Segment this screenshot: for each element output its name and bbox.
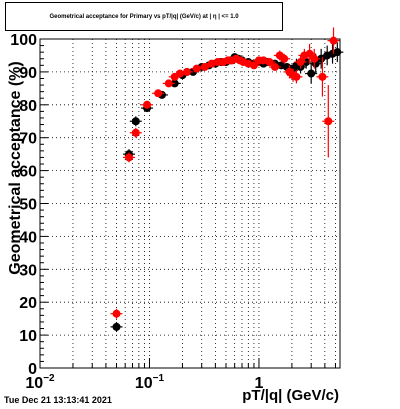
data-point: [124, 153, 133, 162]
data-point: [112, 309, 121, 318]
x-tick-label: 1: [254, 375, 263, 392]
y-tick-label: 0: [28, 361, 37, 378]
axis-ticks: [39, 38, 336, 369]
data-point: [307, 69, 316, 78]
title-box: Geometrical acceptance for Primary vs pT…: [5, 2, 283, 31]
tick-labels: 0 10 20 30 40 50 60 70 80 90 100 10−2 10−1 1: [10, 32, 263, 392]
data-point: [200, 62, 209, 71]
data-point: [292, 72, 301, 81]
data-point: [265, 58, 274, 67]
y-tick-label: 10: [19, 328, 37, 345]
x-tick-label: 10−2: [25, 373, 55, 392]
data-point: [329, 36, 338, 45]
data-point: [192, 64, 201, 73]
x-tick-label: 10−1: [135, 373, 165, 392]
data-point: [310, 54, 319, 63]
y-tick-label: 30: [19, 262, 37, 279]
y-tick-label: 70: [19, 131, 37, 148]
data-point: [324, 117, 333, 126]
data-point: [131, 128, 140, 137]
data-point: [249, 61, 258, 70]
timestamp: Tue Dec 21 13:13:41 2021: [4, 395, 112, 405]
data-point: [182, 67, 191, 76]
data-point: [280, 54, 289, 63]
y-axis-label: Geometrical acceptance (%): [7, 61, 24, 274]
series-0: [110, 42, 344, 332]
y-tick-label: 100: [10, 32, 37, 49]
chart-title: Geometrical acceptance for Primary vs pT…: [49, 13, 239, 20]
data-point: [164, 79, 173, 88]
x-axis-label: pT/|q| (GeV/c): [242, 387, 339, 404]
y-tick-label: 60: [19, 164, 37, 181]
data-point: [143, 100, 152, 109]
data-point: [112, 322, 121, 331]
data-point: [317, 54, 326, 63]
y-tick-label: 90: [19, 65, 37, 82]
data-series: [110, 27, 344, 332]
data-point: [154, 89, 163, 98]
y-tick-label: 50: [19, 197, 37, 214]
data-point: [333, 48, 342, 57]
data-point: [296, 58, 305, 67]
series-1: [110, 27, 340, 319]
data-point: [318, 72, 327, 81]
y-tick-label: 80: [19, 98, 37, 115]
y-tick-label: 40: [19, 229, 37, 246]
data-point: [175, 69, 184, 78]
y-tick-label: 20: [19, 295, 37, 312]
data-point: [131, 117, 140, 126]
data-point: [270, 62, 279, 71]
grid: [40, 39, 340, 368]
